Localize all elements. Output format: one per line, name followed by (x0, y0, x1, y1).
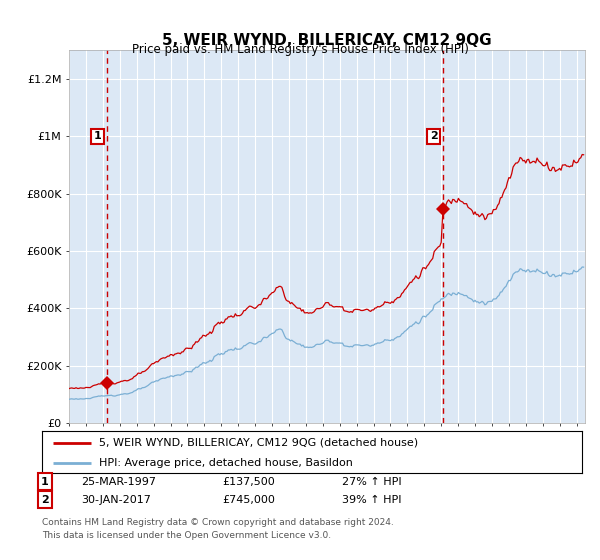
Text: 30-JAN-2017: 30-JAN-2017 (81, 494, 151, 505)
Text: 25-MAR-1997: 25-MAR-1997 (81, 477, 156, 487)
Text: 5, WEIR WYND, BILLERICAY, CM12 9QG (detached house): 5, WEIR WYND, BILLERICAY, CM12 9QG (deta… (98, 438, 418, 448)
Text: £745,000: £745,000 (222, 494, 275, 505)
Text: 39% ↑ HPI: 39% ↑ HPI (342, 494, 401, 505)
Text: Contains HM Land Registry data © Crown copyright and database right 2024.
This d: Contains HM Land Registry data © Crown c… (42, 518, 394, 539)
Text: HPI: Average price, detached house, Basildon: HPI: Average price, detached house, Basi… (98, 458, 353, 468)
Text: Price paid vs. HM Land Registry's House Price Index (HPI): Price paid vs. HM Land Registry's House … (131, 43, 469, 56)
Text: 1: 1 (41, 477, 49, 487)
Title: 5, WEIR WYND, BILLERICAY, CM12 9QG: 5, WEIR WYND, BILLERICAY, CM12 9QG (162, 33, 492, 48)
Text: 27% ↑ HPI: 27% ↑ HPI (342, 477, 401, 487)
Text: 2: 2 (430, 132, 437, 141)
Text: £137,500: £137,500 (222, 477, 275, 487)
Text: 2: 2 (41, 494, 49, 505)
Text: 1: 1 (94, 132, 101, 141)
